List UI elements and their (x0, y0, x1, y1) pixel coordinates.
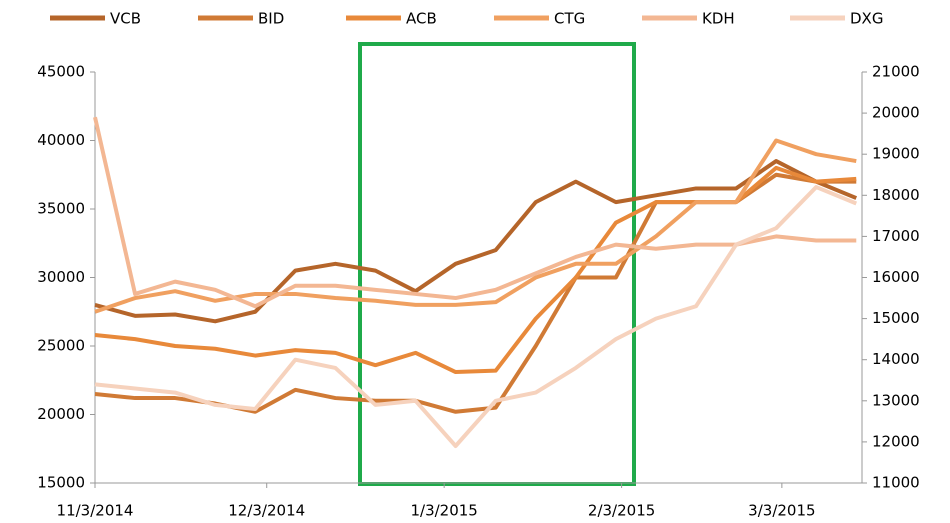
series-line (94, 185, 858, 449)
y2-tick-label: 12000 (872, 432, 920, 450)
y2-tick-label: 13000 (872, 391, 920, 409)
y2-tick-label: 18000 (872, 186, 920, 204)
y2-tick-label: 19000 (872, 145, 920, 163)
x-tick-label: 1/3/2015 (410, 502, 477, 520)
series-line (94, 159, 858, 324)
series-line (94, 165, 857, 375)
legend-label: BID (258, 10, 284, 28)
x-tick-label: 11/3/2014 (57, 502, 134, 520)
y-tick-label: 35000 (37, 200, 85, 218)
legend-label: VCB (110, 10, 141, 28)
y2-tick-label: 17000 (872, 227, 920, 245)
series-line (94, 138, 857, 314)
x-tick-label: 3/3/2015 (748, 502, 815, 520)
y2-tick-label: 21000 (872, 63, 920, 81)
y-tick-label: 25000 (37, 337, 85, 355)
y2-tick-label: 15000 (872, 309, 920, 327)
legend-label: CTG (554, 10, 585, 28)
y2-tick-label: 16000 (872, 268, 920, 286)
y-tick-label: 45000 (37, 63, 85, 81)
y2-tick-label: 14000 (872, 350, 920, 368)
y-tick-label: 20000 (37, 405, 85, 423)
y-tick-label: 40000 (37, 131, 85, 149)
y-tick-label: 15000 (37, 474, 85, 492)
x-tick-label: 2/3/2015 (588, 502, 655, 520)
y2-tick-label: 11000 (872, 474, 920, 492)
y2-tick-label: 20000 (872, 104, 920, 122)
series-line (93, 116, 857, 309)
legend-label: KDH (702, 10, 735, 28)
highlight-box (358, 42, 636, 486)
y-tick-label: 30000 (37, 268, 85, 286)
legend-label: DXG (850, 10, 883, 28)
x-tick-label: 12/3/2014 (228, 502, 305, 520)
legend-label: ACB (406, 10, 437, 28)
